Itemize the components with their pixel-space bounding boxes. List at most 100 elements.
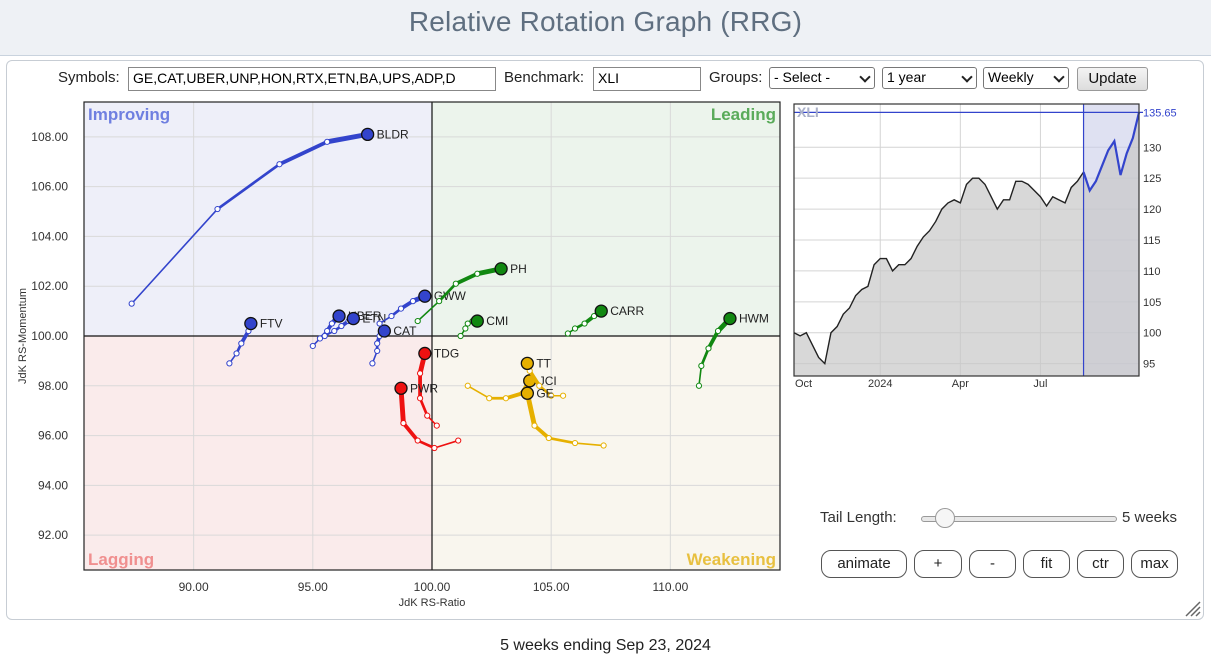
zoom-in-button[interactable]: + — [914, 550, 962, 578]
rrg-panel: Symbols: GE,CAT,UBER,UNP,HON,RTX,ETN,BA,… — [6, 60, 1204, 620]
tail-point — [416, 395, 424, 402]
symbol-label: PWR — [410, 381, 438, 395]
period-select-value: 1 year — [887, 69, 926, 85]
resize-grip-icon[interactable] — [1183, 599, 1201, 617]
period-select[interactable]: 1 year — [882, 67, 977, 89]
tail-point — [452, 280, 459, 287]
quadrant-label-leading: Leading — [711, 105, 776, 124]
quadrant-label-improving: Improving — [88, 105, 170, 124]
tail-segment — [574, 442, 605, 447]
tail-point — [559, 392, 567, 399]
rrg-chart: 90.00 95.00 100.00 105.00 110.00 92.00 94.00 96… — [17, 101, 781, 609]
tail-point — [316, 335, 324, 342]
tail-point — [374, 340, 381, 347]
tail-segment — [453, 271, 480, 286]
tail-point — [548, 392, 555, 399]
animate-button[interactable]: animate — [821, 550, 907, 578]
tail-segment — [277, 139, 330, 167]
quadrant-improving — [84, 102, 432, 336]
y-tick-label: 94.00 — [38, 478, 68, 492]
x-tick-label: 110.00 — [652, 580, 688, 594]
benchmark-y-tick-label: 130 — [1143, 142, 1161, 154]
tail-point — [324, 138, 331, 145]
symbol-label: TT — [536, 356, 551, 370]
zoom-out-button[interactable]: - — [969, 550, 1016, 578]
tail-length-track[interactable] — [921, 516, 1117, 522]
tail-point — [714, 327, 722, 335]
quadrant-weakening — [432, 336, 780, 570]
title-bar: Relative Rotation Graph (RRG) — [0, 0, 1211, 56]
y-tick-label: 108.00 — [31, 130, 68, 144]
head-point — [723, 311, 737, 326]
benchmark-x-tick-label: 2024 — [868, 378, 892, 390]
y-tick-label: 98.00 — [38, 379, 68, 393]
symbol-label: CAT — [393, 324, 417, 338]
tail-point — [455, 437, 462, 444]
tail-point — [698, 362, 705, 369]
benchmark-label: Benchmark: — [504, 69, 585, 86]
benchmark-input[interactable]: XLI — [593, 67, 701, 91]
tail-point — [409, 298, 417, 305]
series-tdg: TDG — [416, 346, 459, 429]
tail-segment — [437, 282, 458, 303]
tail-point — [321, 332, 328, 340]
symbol-label: BLDR — [377, 127, 409, 141]
symbol-label: FTV — [260, 317, 283, 331]
tail-point — [545, 434, 552, 442]
tail-point — [369, 360, 376, 367]
head-point — [244, 316, 258, 331]
tail-point — [233, 350, 240, 357]
interval-select-value: Weekly — [988, 69, 1034, 85]
update-button[interactable]: Update — [1077, 67, 1148, 91]
benchmark-y-tick-label: 100 — [1143, 328, 1161, 340]
head-point — [360, 127, 375, 142]
symbols-input[interactable]: GE,CAT,UBER,UNP,HON,RTX,ETN,BA,UPS,ADP,D — [128, 67, 496, 91]
benchmark-last-value: 135.65 — [1143, 107, 1177, 119]
quadrant-leading — [432, 102, 780, 336]
tail-point — [331, 327, 338, 335]
tail-segment — [706, 329, 720, 351]
tail-point — [338, 322, 345, 330]
benchmark-title: XLI — [797, 104, 819, 120]
groups-select[interactable]: - Select - — [769, 67, 875, 89]
series-ph: PH — [414, 262, 527, 325]
tail-segment — [466, 384, 491, 400]
benchmark-line-highlight — [1082, 112, 1141, 194]
fit-button[interactable]: fit — [1023, 550, 1070, 578]
series-pwr: PWR — [394, 381, 462, 452]
head-point — [594, 304, 608, 318]
tail-segment — [547, 436, 577, 445]
tail-point — [600, 442, 607, 449]
benchmark-y-tick-label: 115 — [1143, 235, 1161, 247]
tail-segment — [698, 365, 703, 387]
tail-point — [581, 320, 588, 327]
head-point — [494, 262, 508, 276]
tail-segment — [532, 423, 551, 440]
tail-point — [214, 205, 221, 213]
tail-point — [536, 382, 543, 389]
symbol-label: JCI — [539, 374, 557, 388]
tail-point — [328, 320, 335, 327]
tail-point — [462, 325, 469, 332]
tail-segment — [324, 131, 371, 145]
benchmark-area — [794, 112, 1139, 376]
series-ge: GE — [520, 386, 607, 449]
tail-length-label: Tail Length: — [820, 509, 897, 526]
tail-point — [376, 320, 383, 327]
tail-point — [431, 444, 438, 452]
tail-point — [400, 420, 407, 427]
tail-segment — [433, 439, 460, 449]
head-point — [520, 356, 534, 371]
tail-point — [486, 395, 493, 402]
tail-point — [238, 340, 245, 347]
tail-point — [502, 395, 509, 402]
tail-segment — [216, 162, 281, 211]
max-button[interactable]: max — [1131, 550, 1178, 578]
tail-point — [374, 347, 381, 355]
center-button[interactable]: ctr — [1077, 550, 1124, 578]
interval-select[interactable]: Weekly — [983, 67, 1069, 89]
tail-length-slider-handle[interactable] — [935, 508, 955, 528]
benchmark-x-tick-label: Jul — [1033, 378, 1047, 390]
series-ftv: FTV — [226, 316, 283, 367]
tail-point — [571, 325, 579, 332]
